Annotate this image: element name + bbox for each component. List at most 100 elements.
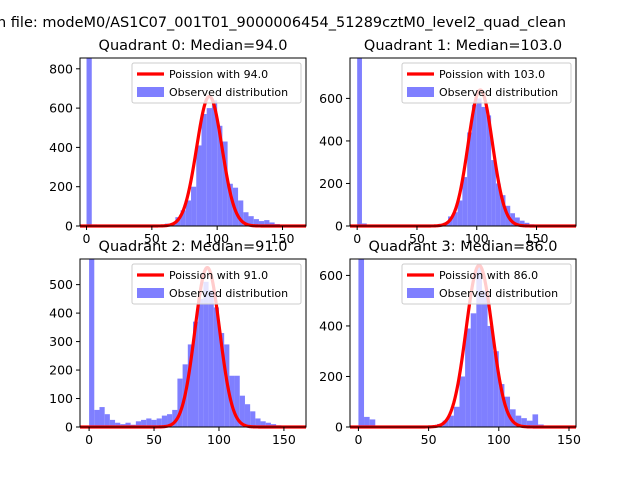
x-tick-label: 150 bbox=[271, 231, 295, 246]
y-tick-label: 600 bbox=[319, 91, 343, 106]
histogram-bar bbox=[115, 422, 121, 427]
legend-label-observed: Observed distribution bbox=[169, 287, 288, 300]
axes-frame bbox=[79, 258, 307, 428]
y-tick-label: 800 bbox=[49, 61, 73, 76]
histogram-bar bbox=[151, 419, 157, 427]
histogram-bar bbox=[141, 419, 147, 427]
histogram-bar bbox=[442, 420, 449, 427]
histogram-bar bbox=[448, 415, 454, 427]
histogram-bar bbox=[248, 216, 254, 226]
legend-swatch-observed bbox=[407, 288, 434, 298]
y-tick-label: 400 bbox=[319, 318, 343, 333]
histogram-bar bbox=[89, 259, 95, 427]
legend-label-poisson: Poission with 91.0 bbox=[169, 269, 268, 282]
histogram-bar bbox=[167, 414, 173, 427]
chart-title: Quadrant 1: Median=103.0 bbox=[364, 38, 562, 54]
y-tick-label: 400 bbox=[49, 306, 73, 321]
histogram-bar bbox=[185, 200, 192, 226]
histogram-bar bbox=[161, 415, 168, 427]
y-tick-label: 600 bbox=[319, 268, 343, 283]
legend-swatch-observed bbox=[407, 87, 434, 97]
x-tick-label: 50 bbox=[409, 231, 425, 246]
y-tick-label: 400 bbox=[49, 140, 73, 155]
legend: Poission with 91.0 Observed distribution bbox=[131, 263, 302, 305]
x-tick-label: 100 bbox=[205, 231, 229, 246]
x-tick-label: 150 bbox=[557, 432, 581, 447]
axes-frame bbox=[349, 57, 577, 227]
histogram-bar bbox=[193, 321, 199, 427]
x-tick-label: 0 bbox=[85, 432, 93, 447]
x-tick-label: 100 bbox=[207, 432, 231, 447]
y-tick-label: 200 bbox=[49, 179, 73, 194]
histogram-bar bbox=[486, 115, 492, 226]
histogram-bar bbox=[493, 351, 499, 427]
legend-swatch-observed bbox=[137, 288, 164, 298]
histogram-bar bbox=[465, 328, 471, 427]
histogram-bar bbox=[94, 409, 100, 427]
histogram-bar bbox=[521, 418, 527, 427]
histogram-bar bbox=[491, 160, 496, 226]
histogram-bar bbox=[459, 376, 466, 427]
chart-panel-2: 0 50 100 150 0 100 200 300 400 500 Quadrant 2: Med… bbox=[49, 239, 307, 447]
histogram-bar bbox=[532, 414, 539, 427]
histogram-bar bbox=[510, 213, 516, 226]
y-tick-label: 0 bbox=[335, 420, 343, 435]
legend-label-observed: Observed distribution bbox=[439, 287, 558, 300]
y-tick-label: 0 bbox=[335, 219, 343, 234]
axes-frame bbox=[349, 258, 577, 428]
histogram-bar bbox=[227, 183, 233, 226]
histogram-bar bbox=[453, 406, 460, 427]
legend: Poission with 94.0 Observed distribution bbox=[131, 62, 302, 104]
chart-panel-3: 0 50 100 150 0 200 400 600 Quadrant 3: Median=86… bbox=[319, 239, 581, 447]
histogram-bar bbox=[495, 183, 501, 226]
legend-label-observed: Observed distribution bbox=[169, 86, 288, 99]
histogram-bar bbox=[146, 418, 152, 427]
histogram-bar bbox=[519, 220, 525, 226]
histogram-bar bbox=[250, 411, 256, 427]
legend: Poission with 103.0 Observed distribution bbox=[401, 62, 572, 104]
histogram-bar bbox=[510, 409, 516, 427]
histogram-bar bbox=[487, 325, 494, 427]
histogram-bar bbox=[258, 221, 265, 226]
histogram-bar bbox=[526, 420, 533, 427]
histogram-bar bbox=[217, 125, 223, 226]
x-tick-label: 150 bbox=[525, 231, 549, 246]
histogram-bar bbox=[471, 104, 477, 226]
histogram-bar bbox=[99, 407, 105, 427]
histogram-bar bbox=[201, 114, 207, 226]
legend-label-poisson: Poission with 103.0 bbox=[439, 68, 545, 81]
chart-panel-1: 0 50 100 150 0 200 400 600 Quadrant 1: Median=10… bbox=[319, 38, 577, 246]
axes-frame bbox=[79, 57, 307, 227]
histogram-bar bbox=[203, 281, 209, 427]
x-tick-label: 50 bbox=[144, 231, 160, 246]
histogram-bar bbox=[457, 200, 463, 226]
x-tick-label: 150 bbox=[272, 432, 296, 447]
chart-panel-0: 0 50 100 150 0 200 400 600 800 Quadrant 0: Median… bbox=[49, 38, 307, 246]
histogram-bar bbox=[104, 414, 110, 427]
histogram-bar bbox=[156, 418, 162, 427]
y-tick-label: 100 bbox=[49, 391, 73, 406]
legend-swatch-observed bbox=[137, 87, 164, 97]
histogram-bar bbox=[213, 307, 219, 427]
histogram-bar bbox=[211, 100, 218, 226]
chart-title: Quadrant 2: Median=91.0 bbox=[99, 239, 288, 255]
histogram-bar bbox=[255, 418, 261, 427]
histogram-bar bbox=[177, 378, 183, 427]
histogram-bar bbox=[265, 422, 271, 427]
histogram-bar bbox=[86, 58, 92, 226]
x-tick-label: 100 bbox=[487, 432, 511, 447]
y-tick-label: 400 bbox=[319, 133, 343, 148]
x-tick-label: 0 bbox=[354, 432, 362, 447]
histogram-bar bbox=[358, 259, 365, 427]
histogram-bar bbox=[470, 313, 477, 427]
y-tick-label: 200 bbox=[49, 363, 73, 378]
histogram-bar bbox=[222, 141, 228, 226]
y-tick-label: 200 bbox=[319, 369, 343, 384]
legend-box bbox=[131, 62, 302, 104]
legend-label-poisson: Poission with 94.0 bbox=[169, 68, 268, 81]
histogram-bar bbox=[239, 395, 245, 427]
legend-box bbox=[401, 62, 572, 104]
histogram-bar bbox=[180, 210, 186, 226]
histogram-bar bbox=[462, 177, 468, 226]
legend-box bbox=[401, 263, 572, 305]
